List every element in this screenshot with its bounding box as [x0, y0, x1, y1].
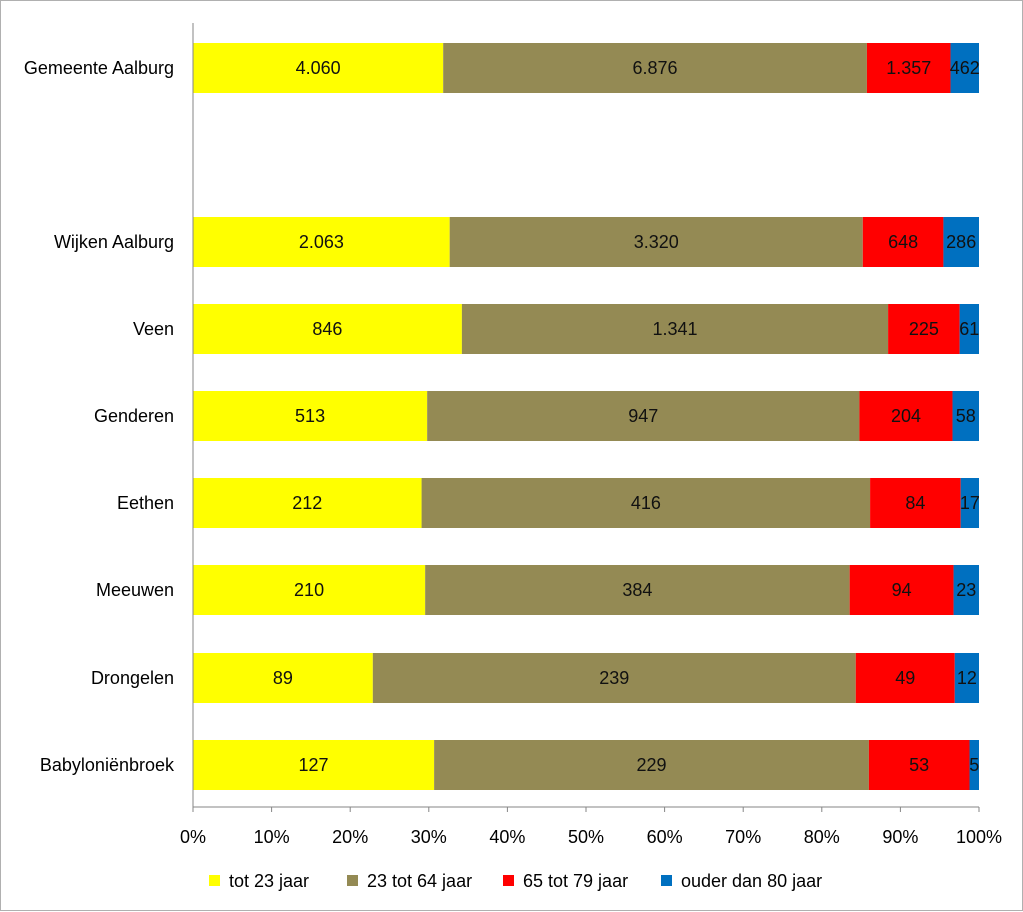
bar-segment-eethen-23-tot-64-jaar — [421, 478, 871, 528]
bar-segment-meeuwen-65-tot-79-jaar — [849, 565, 954, 615]
bar-segment-genderen-ouder-dan-80-jaar — [952, 391, 979, 441]
bar-segment-wijken-aalburg-23-tot-64-jaar — [449, 217, 863, 267]
bar-segment-drongelen-23-tot-64-jaar — [372, 653, 856, 703]
data-label-drongelen-23-tot-64-jaar: 239 — [599, 668, 629, 688]
data-label-gemeente-aalburg-23-tot-64-jaar: 6.876 — [633, 58, 678, 78]
legend-label-ouder-dan-80-jaar: ouder dan 80 jaar — [681, 871, 822, 891]
legend-swatch-ouder-dan-80-jaar — [661, 875, 672, 886]
legend: tot 23 jaar 23 tot 64 jaar 65 tot 79 jaar o… — [209, 871, 822, 891]
data-label-eethen-tot-23-jaar: 212 — [292, 493, 322, 513]
bar-segment-babylonienbroek-23-tot-64-jaar — [434, 740, 869, 790]
x-tick-label: 30% — [411, 827, 447, 847]
data-label-babylonienbroek-65-tot-79-jaar: 53 — [909, 755, 929, 775]
data-label-genderen-ouder-dan-80-jaar: 58 — [956, 406, 976, 426]
legend-label-65-tot-79-jaar: 65 tot 79 jaar — [523, 871, 628, 891]
bar-segment-babylonienbroek-tot-23-jaar — [193, 740, 435, 790]
x-tick-label: 0% — [180, 827, 206, 847]
bar-segment-wijken-aalburg-65-tot-79-jaar — [862, 217, 944, 267]
bar-segment-drongelen-65-tot-79-jaar — [855, 653, 955, 703]
data-label-genderen-65-tot-79-jaar: 204 — [891, 406, 921, 426]
bar-segment-veen-ouder-dan-80-jaar — [959, 304, 979, 354]
axes-layer: Gemeente Aalburg Wijken Aalburg Veen Gender… — [24, 23, 1002, 847]
bar-segment-wijken-aalburg-ouder-dan-80-jaar — [943, 217, 979, 267]
x-tick-label: 10% — [254, 827, 290, 847]
bar-segment-meeuwen-tot-23-jaar — [193, 565, 426, 615]
bar-segment-meeuwen-23-tot-64-jaar — [425, 565, 850, 615]
bar-segment-drongelen-tot-23-jaar — [193, 653, 373, 703]
data-label-veen-tot-23-jaar: 846 — [312, 319, 342, 339]
x-tick-label: 70% — [725, 827, 761, 847]
bar-segment-genderen-23-tot-64-jaar — [427, 391, 860, 441]
bars-layer: 4.060 6.876 1.357 462 2.063 3.320 648 286 846 1.3… — [193, 43, 980, 790]
data-label-gemeente-aalburg-tot-23-jaar: 4.060 — [296, 58, 341, 78]
data-label-wijken-aalburg-ouder-dan-80-jaar: 286 — [946, 232, 976, 252]
data-label-babylonienbroek-23-tot-64-jaar: 229 — [636, 755, 666, 775]
bar-segment-babylonienbroek-65-tot-79-jaar — [868, 740, 970, 790]
x-tick-label: 60% — [647, 827, 683, 847]
category-label-meeuwen: Meeuwen — [96, 580, 174, 600]
category-label-gemeente-aalburg: Gemeente Aalburg — [24, 58, 174, 78]
data-label-meeuwen-tot-23-jaar: 210 — [294, 580, 324, 600]
bar-segment-drongelen-ouder-dan-80-jaar — [954, 653, 979, 703]
data-label-genderen-tot-23-jaar: 513 — [295, 406, 325, 426]
x-tick-label: 100% — [956, 827, 1002, 847]
category-label-veen: Veen — [133, 319, 174, 339]
bar-segment-genderen-tot-23-jaar — [193, 391, 428, 441]
bar-segment-veen-65-tot-79-jaar — [888, 304, 960, 354]
data-label-meeuwen-ouder-dan-80-jaar: 23 — [956, 580, 976, 600]
data-label-wijken-aalburg-tot-23-jaar: 2.063 — [299, 232, 344, 252]
bar-segment-gemeente-aalburg-ouder-dan-80-jaar — [950, 43, 979, 93]
bar-segment-gemeente-aalburg-23-tot-64-jaar — [443, 43, 867, 93]
bar-segment-gemeente-aalburg-65-tot-79-jaar — [866, 43, 951, 93]
bar-segment-meeuwen-ouder-dan-80-jaar — [953, 565, 979, 615]
bar-segment-babylonienbroek-ouder-dan-80-jaar — [969, 740, 979, 790]
data-label-drongelen-65-tot-79-jaar: 49 — [895, 668, 915, 688]
data-label-babylonienbroek-ouder-dan-80-jaar: 5 — [969, 755, 979, 775]
category-label-wijken-aalburg: Wijken Aalburg — [54, 232, 174, 252]
data-label-veen-65-tot-79-jaar: 225 — [909, 319, 939, 339]
x-tick-label: 40% — [489, 827, 525, 847]
category-label-genderen: Genderen — [94, 406, 174, 426]
data-label-eethen-ouder-dan-80-jaar: 17 — [960, 493, 980, 513]
bar-segment-eethen-ouder-dan-80-jaar — [960, 478, 979, 528]
data-label-gemeente-aalburg-65-tot-79-jaar: 1.357 — [886, 58, 931, 78]
legend-swatch-65-tot-79-jaar — [503, 875, 514, 886]
legend-swatch-23-tot-64-jaar — [347, 875, 358, 886]
data-label-gemeente-aalburg-ouder-dan-80-jaar: 462 — [950, 58, 980, 78]
data-label-meeuwen-23-tot-64-jaar: 384 — [622, 580, 652, 600]
data-label-drongelen-ouder-dan-80-jaar: 12 — [957, 668, 977, 688]
legend-label-tot-23-jaar: tot 23 jaar — [229, 871, 309, 891]
category-label-babylonienbroek: Babyloniënbroek — [40, 755, 175, 775]
data-label-eethen-23-tot-64-jaar: 416 — [631, 493, 661, 513]
bar-segment-genderen-65-tot-79-jaar — [859, 391, 953, 441]
data-label-veen-23-tot-64-jaar: 1.341 — [652, 319, 697, 339]
category-label-drongelen: Drongelen — [91, 668, 174, 688]
data-label-drongelen-tot-23-jaar: 89 — [273, 668, 293, 688]
legend-label-23-tot-64-jaar: 23 tot 64 jaar — [367, 871, 472, 891]
data-label-meeuwen-65-tot-79-jaar: 94 — [892, 580, 912, 600]
x-tick-label: 20% — [332, 827, 368, 847]
bar-segment-eethen-65-tot-79-jaar — [870, 478, 961, 528]
category-label-eethen: Eethen — [117, 493, 174, 513]
x-tick-label: 90% — [882, 827, 918, 847]
x-tick-label: 80% — [804, 827, 840, 847]
data-label-genderen-23-tot-64-jaar: 947 — [628, 406, 658, 426]
data-label-eethen-65-tot-79-jaar: 84 — [905, 493, 925, 513]
bar-segment-veen-23-tot-64-jaar — [461, 304, 889, 354]
data-label-wijken-aalburg-65-tot-79-jaar: 648 — [888, 232, 918, 252]
bar-segment-veen-tot-23-jaar — [193, 304, 462, 354]
legend-swatch-tot-23-jaar — [209, 875, 220, 886]
data-label-wijken-aalburg-23-tot-64-jaar: 3.320 — [634, 232, 679, 252]
bar-segment-eethen-tot-23-jaar — [193, 478, 422, 528]
x-tick-label: 50% — [568, 827, 604, 847]
bar-segment-gemeente-aalburg-tot-23-jaar — [193, 43, 444, 93]
bar-segment-wijken-aalburg-tot-23-jaar — [193, 217, 450, 267]
data-label-veen-ouder-dan-80-jaar: 61 — [959, 319, 979, 339]
data-label-babylonienbroek-tot-23-jaar: 127 — [299, 755, 329, 775]
